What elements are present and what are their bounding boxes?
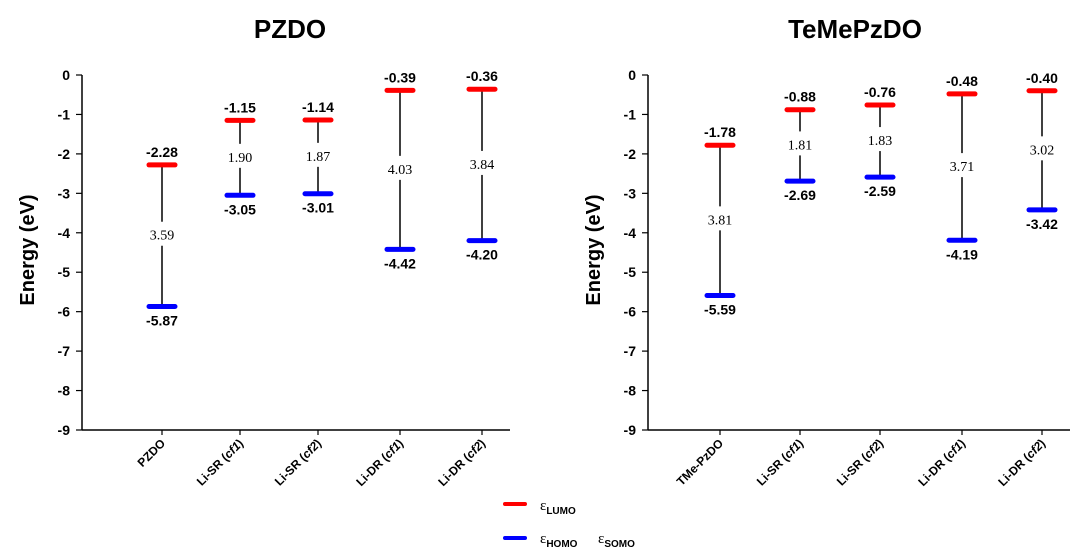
lumo-value-label: -2.28 bbox=[146, 144, 178, 160]
pzdo-chart-panel: PZDO Energy (eV) 0 -1 -2 -3 -4 -5 -6 -7 -8 -9 PZDO -2… bbox=[17, 14, 510, 489]
y-tick-label: -9 bbox=[58, 422, 71, 438]
gap-value-label: 3.02 bbox=[1030, 143, 1055, 158]
homo-value-label: -2.59 bbox=[864, 183, 896, 199]
y-tick-label: -2 bbox=[58, 146, 71, 162]
y-tick-label: -7 bbox=[58, 343, 71, 359]
chart-title: PZDO bbox=[254, 14, 326, 44]
gap-value-label: 1.90 bbox=[228, 151, 253, 166]
y-tick-label: -6 bbox=[624, 304, 637, 320]
lumo-value-label: -0.88 bbox=[784, 89, 816, 105]
y-axis-label: Energy (eV) bbox=[583, 194, 605, 305]
gap-value-label: 3.71 bbox=[950, 160, 975, 175]
gap-value-label: 1.87 bbox=[306, 150, 331, 165]
x-tick-label: Li-SR (cf2) bbox=[272, 436, 324, 488]
y-tick-label: -1 bbox=[58, 106, 71, 122]
homo-value-label: -3.01 bbox=[302, 200, 334, 216]
x-tick-label: Li-DR (cf2) bbox=[995, 436, 1048, 489]
y-tick-label: 0 bbox=[62, 67, 70, 83]
y-tick-label: -9 bbox=[624, 422, 637, 438]
y-tick-label: -1 bbox=[624, 106, 637, 122]
y-axis-label: Energy (eV) bbox=[17, 194, 39, 305]
temepzdo-chart-panel: TeMePzDO Energy (eV) 0 -1 -2 -3 -4 -5 -6 -7 -8 -9 TM… bbox=[583, 14, 1070, 489]
x-tick-label: Li-DR (cf1) bbox=[353, 436, 406, 489]
gap-value-label: 3.59 bbox=[150, 229, 175, 244]
x-tick-label: Li-SR (cf2) bbox=[834, 436, 886, 488]
y-tick-label: -5 bbox=[58, 264, 71, 280]
gap-value-label: 1.83 bbox=[868, 134, 893, 149]
legend: εLUMO εHOMO εSOMO bbox=[503, 498, 635, 550]
gap-value-label: 3.84 bbox=[470, 158, 495, 173]
y-tick-label: -3 bbox=[624, 185, 637, 201]
lumo-value-label: -0.39 bbox=[384, 69, 416, 85]
homo-value-label: -4.42 bbox=[384, 255, 416, 271]
y-tick-label: -6 bbox=[58, 304, 71, 320]
homo-value-label: -3.05 bbox=[224, 201, 256, 217]
gap-value-label: 3.81 bbox=[708, 213, 733, 228]
homo-value-label: -4.19 bbox=[946, 246, 978, 262]
legend-somo-label: εSOMO bbox=[598, 531, 635, 550]
homo-value-label: -3.42 bbox=[1026, 216, 1058, 232]
gap-value-label: 1.81 bbox=[788, 138, 813, 153]
y-tick-label: -3 bbox=[58, 185, 71, 201]
homo-value-label: -4.20 bbox=[466, 247, 498, 263]
gap-value-label: 4.03 bbox=[388, 163, 413, 178]
x-tick-label: Li-SR (cf1) bbox=[194, 436, 246, 488]
legend-lumo-label: εLUMO bbox=[540, 498, 576, 517]
y-tick-label: -8 bbox=[58, 383, 71, 399]
homo-value-label: -5.59 bbox=[704, 301, 736, 317]
y-tick-label: -2 bbox=[624, 146, 637, 162]
y-tick-label: -8 bbox=[624, 383, 637, 399]
homo-value-label: -5.87 bbox=[146, 313, 178, 329]
x-tick-label: Li-DR (cf1) bbox=[915, 436, 968, 489]
x-tick-label: Li-DR (cf2) bbox=[435, 436, 488, 489]
x-tick-label: TMe-PzDO bbox=[674, 436, 726, 488]
lumo-value-label: -1.15 bbox=[224, 99, 256, 115]
lumo-value-label: -0.36 bbox=[466, 68, 498, 84]
y-tick-label: -7 bbox=[624, 343, 637, 359]
lumo-value-label: -1.14 bbox=[302, 99, 334, 115]
lumo-value-label: -0.48 bbox=[946, 73, 978, 89]
legend-homo-label: εHOMO bbox=[540, 531, 578, 550]
x-tick-label: PZDO bbox=[135, 436, 168, 469]
y-tick-label: 0 bbox=[628, 67, 636, 83]
y-tick-label: -5 bbox=[624, 264, 637, 280]
lumo-value-label: -1.78 bbox=[704, 124, 736, 140]
lumo-value-label: -0.76 bbox=[864, 84, 896, 100]
y-tick-label: -4 bbox=[58, 225, 71, 241]
homo-value-label: -2.69 bbox=[784, 187, 816, 203]
chart-title: TeMePzDO bbox=[788, 14, 922, 44]
lumo-value-label: -0.40 bbox=[1026, 70, 1058, 86]
x-tick-label: Li-SR (cf1) bbox=[754, 436, 806, 488]
y-tick-label: -4 bbox=[624, 225, 637, 241]
